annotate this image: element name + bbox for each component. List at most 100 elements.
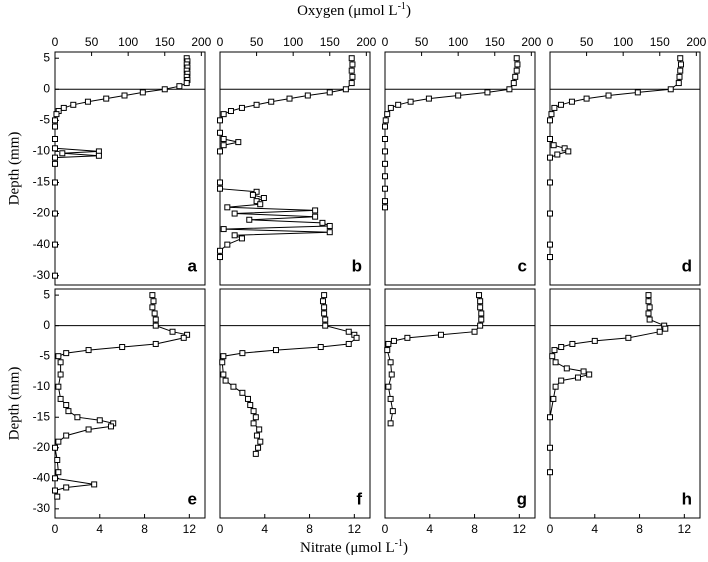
profile-marker xyxy=(96,417,103,424)
profile-marker xyxy=(478,310,485,317)
profile-marker xyxy=(349,73,356,80)
profile-marker xyxy=(52,487,58,494)
profile-marker xyxy=(312,213,319,220)
profile-marker xyxy=(382,117,389,124)
profile-marker xyxy=(583,95,590,102)
profile-marker xyxy=(231,210,238,217)
profile-marker xyxy=(382,198,388,205)
profile-marker xyxy=(52,160,58,167)
profile-marker xyxy=(387,395,394,402)
profile-marker xyxy=(321,292,328,299)
profile-line xyxy=(221,295,358,455)
y-tick-label: -40 xyxy=(33,470,51,484)
profile-marker xyxy=(547,241,553,248)
profile-marker xyxy=(568,98,575,105)
profile-marker xyxy=(554,151,561,158)
profile-marker xyxy=(180,334,187,341)
x-tick-label: 0 xyxy=(217,522,224,536)
x-tick-label: 50 xyxy=(580,35,594,49)
profile-marker xyxy=(272,347,279,354)
profile-marker xyxy=(385,383,392,390)
panel-label: f xyxy=(356,489,362,508)
profile-marker xyxy=(52,210,58,217)
profile-marker xyxy=(52,179,58,186)
profile-marker xyxy=(513,67,520,74)
profile-line xyxy=(384,58,518,208)
x-tick-label: 12 xyxy=(513,522,527,536)
profile-marker xyxy=(54,456,61,463)
profile-marker xyxy=(561,145,568,152)
profile-marker xyxy=(250,420,257,427)
panel-label: d xyxy=(682,256,692,275)
profile-marker xyxy=(257,438,264,445)
profile-marker xyxy=(55,438,62,445)
profile-marker xyxy=(345,328,352,335)
profile-marker xyxy=(253,188,260,195)
panel-frame xyxy=(54,288,206,519)
profile-marker xyxy=(563,365,570,372)
panel-frame xyxy=(549,288,701,519)
top-axis-title: Oxygen (μmol L-1) xyxy=(297,1,411,19)
profile-marker xyxy=(286,95,293,102)
profile-marker xyxy=(395,101,402,108)
panel-label: e xyxy=(188,489,197,508)
profile-marker xyxy=(677,67,684,74)
title-text: Nitrate (μmol L xyxy=(300,540,395,556)
profile-marker xyxy=(246,216,253,223)
profile-marker xyxy=(55,469,62,476)
profile-marker xyxy=(667,86,674,93)
y-tick-label: 0 xyxy=(43,318,50,332)
x-tick-label: 4 xyxy=(426,522,433,536)
x-tick-label: 150 xyxy=(155,35,175,49)
profile-marker xyxy=(471,328,478,335)
profile-marker xyxy=(547,135,553,142)
profile-marker xyxy=(514,61,521,68)
y-axis-title: Depth (mm) xyxy=(6,132,22,206)
profile-line xyxy=(386,295,482,424)
profile-marker xyxy=(557,101,564,108)
profile-marker xyxy=(238,104,245,111)
profile-marker xyxy=(52,241,58,248)
profile-marker xyxy=(247,402,254,409)
y-tick-label: -20 xyxy=(33,440,51,454)
x-tick-label: 12 xyxy=(348,522,362,536)
profile-marker xyxy=(349,61,356,68)
profile-marker xyxy=(57,359,64,366)
profile-marker xyxy=(63,432,70,439)
profile-marker xyxy=(646,304,653,311)
profile-marker xyxy=(477,304,484,311)
profile-marker xyxy=(217,185,223,192)
x-tick-label: 200 xyxy=(356,35,376,49)
x-tick-label: 200 xyxy=(686,35,706,49)
y-tick-label: -10 xyxy=(33,144,51,158)
profile-marker xyxy=(605,92,612,99)
profile-marker xyxy=(119,344,126,351)
profile-marker xyxy=(382,173,388,180)
profile-line xyxy=(549,58,682,257)
profile-marker xyxy=(388,371,395,378)
profile-marker xyxy=(85,347,92,354)
profile-marker xyxy=(319,298,326,305)
x-tick-label: 0 xyxy=(547,522,554,536)
profile-marker xyxy=(425,95,432,102)
profile-marker xyxy=(84,98,91,105)
profile-marker xyxy=(550,395,557,402)
x-tick-label: 50 xyxy=(415,35,429,49)
panel-label: h xyxy=(682,489,692,508)
profile-marker xyxy=(253,432,260,439)
profile-marker xyxy=(342,86,349,93)
panel-label: c xyxy=(518,256,527,275)
x-tick-label: 0 xyxy=(217,35,224,49)
profile-marker xyxy=(60,104,67,111)
x-tick-label: 200 xyxy=(521,35,541,49)
profile-marker xyxy=(348,55,355,62)
profile-marker xyxy=(220,135,227,142)
profile-marker xyxy=(455,92,462,99)
profile-marker xyxy=(547,117,553,124)
profile-marker xyxy=(150,298,157,305)
profile-marker xyxy=(220,142,227,149)
profile-marker xyxy=(52,272,58,279)
profile-marker xyxy=(645,310,652,317)
profile-marker xyxy=(322,316,329,323)
profile-marker xyxy=(52,135,58,142)
